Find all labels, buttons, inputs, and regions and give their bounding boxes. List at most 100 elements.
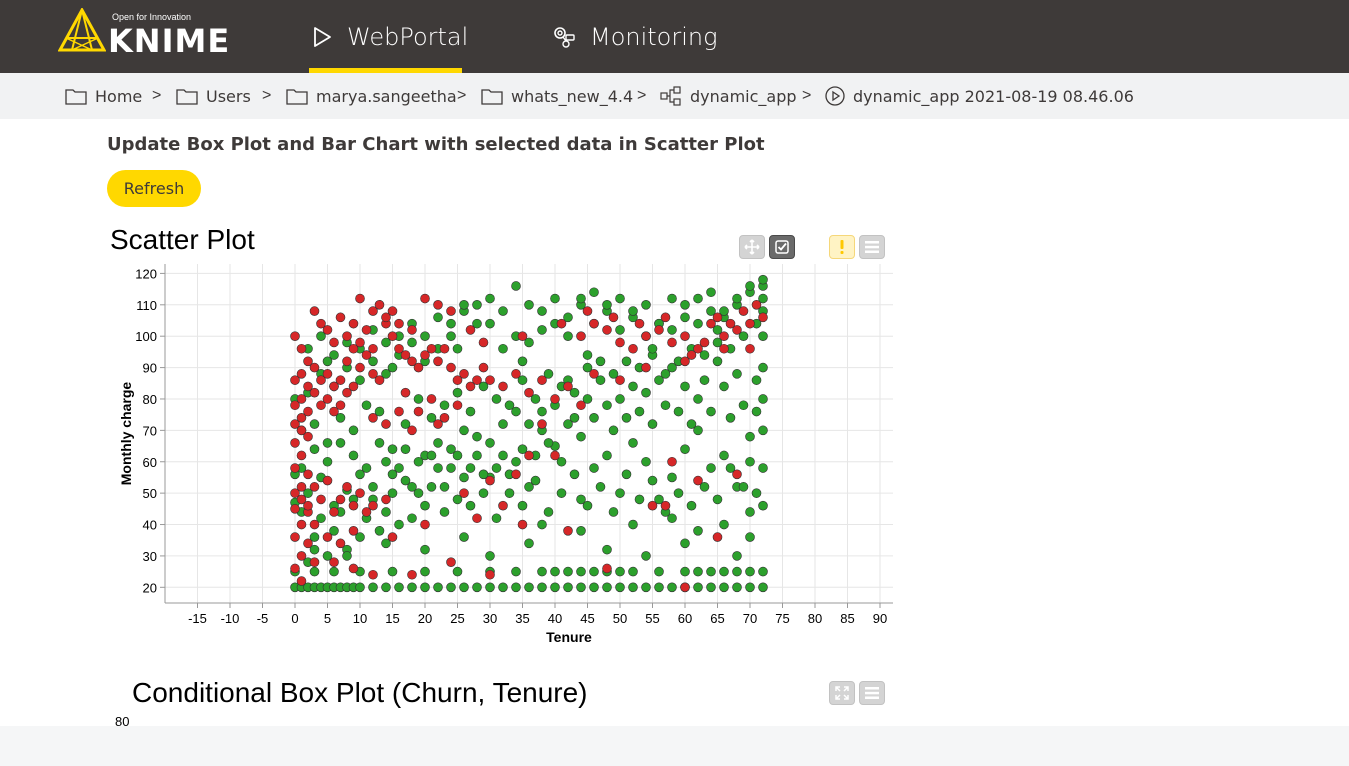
scatter-point[interactable] xyxy=(667,582,677,593)
scatter-point[interactable] xyxy=(381,337,391,348)
scatter-point[interactable] xyxy=(732,469,742,480)
scatter-point[interactable] xyxy=(407,513,417,524)
scatter-point[interactable] xyxy=(706,406,716,417)
scatter-point[interactable] xyxy=(563,566,573,577)
scatter-point[interactable] xyxy=(732,566,742,577)
scatter-point[interactable] xyxy=(654,325,664,335)
scatter-point[interactable] xyxy=(693,526,703,536)
scatter-point[interactable] xyxy=(654,494,664,505)
scatter-point[interactable] xyxy=(712,312,723,323)
scatter-point[interactable] xyxy=(329,557,339,567)
scatter-point[interactable] xyxy=(608,425,619,436)
scatter-point[interactable] xyxy=(537,419,547,429)
scatter-point[interactable] xyxy=(400,444,411,454)
scatter-point[interactable] xyxy=(420,293,430,304)
scatter-point[interactable] xyxy=(758,463,768,473)
scatter-point[interactable] xyxy=(290,532,300,542)
scatter-point[interactable] xyxy=(303,356,313,367)
scatter-point[interactable] xyxy=(745,318,755,329)
scatter-point[interactable] xyxy=(348,526,359,536)
breadcrumb-item-users[interactable]: Users xyxy=(176,73,251,119)
refresh-button[interactable]: Refresh xyxy=(107,170,201,207)
scatter-point[interactable] xyxy=(407,425,417,436)
scatter-point[interactable] xyxy=(361,463,372,473)
scatter-point[interactable] xyxy=(576,494,586,505)
scatter-point[interactable] xyxy=(381,456,391,467)
scatter-point[interactable] xyxy=(426,413,437,423)
scatter-point[interactable] xyxy=(459,300,469,310)
scatter-point[interactable] xyxy=(459,425,469,436)
scatter-point[interactable] xyxy=(446,331,456,341)
scatter-point[interactable] xyxy=(309,387,320,398)
scatter-point[interactable] xyxy=(485,551,495,561)
scatter-point[interactable] xyxy=(608,369,619,379)
scatter-point[interactable] xyxy=(491,394,502,404)
scatter-point[interactable] xyxy=(290,488,300,498)
scatter-point[interactable] xyxy=(751,300,762,310)
scatter-point[interactable] xyxy=(569,387,580,398)
scatter-point[interactable] xyxy=(621,356,632,367)
scatter-point[interactable] xyxy=(465,381,476,392)
scatter-point[interactable] xyxy=(485,293,495,304)
scatter-point[interactable] xyxy=(296,394,307,404)
scatter-point[interactable] xyxy=(413,394,424,404)
scatter-point[interactable] xyxy=(699,350,710,360)
scatter-point[interactable] xyxy=(381,369,391,379)
scatter-point[interactable] xyxy=(576,582,586,593)
scatter-point[interactable] xyxy=(667,337,677,348)
scatter-point[interactable] xyxy=(680,312,690,323)
scatter-point[interactable] xyxy=(426,482,437,492)
scatter-point[interactable] xyxy=(381,582,391,593)
scatter-point[interactable] xyxy=(446,318,456,329)
scatter-point[interactable] xyxy=(745,566,755,577)
breadcrumb-item-job[interactable]: dynamic_app 2021-08-19 08.46.06 xyxy=(825,73,1134,119)
scatter-point[interactable] xyxy=(680,356,690,367)
scatter-point[interactable] xyxy=(387,469,398,480)
scatter-point[interactable] xyxy=(407,325,417,335)
scatter-point[interactable] xyxy=(732,293,742,304)
scatter-point[interactable] xyxy=(530,475,541,486)
scatter-point[interactable] xyxy=(329,406,339,417)
scatter-point[interactable] xyxy=(303,538,313,549)
scatter-point[interactable] xyxy=(335,375,346,385)
scatter-point[interactable] xyxy=(699,482,710,492)
scatter-point[interactable] xyxy=(751,375,762,385)
scatter-point[interactable] xyxy=(316,513,326,524)
scatter-point[interactable] xyxy=(439,413,450,423)
scatter-point[interactable] xyxy=(413,406,424,417)
scatter-point[interactable] xyxy=(602,544,612,555)
scatter-point[interactable] xyxy=(348,425,359,436)
scatter-point[interactable] xyxy=(335,312,346,323)
scatter-point[interactable] xyxy=(680,300,690,310)
scatter-point[interactable] xyxy=(420,519,430,530)
scatter-point[interactable] xyxy=(524,538,534,549)
scatter-point[interactable] xyxy=(706,463,716,473)
scatter-chart[interactable]: -15 -10 -5 0 5 10 15 20 25 30 35 40 45 50 55 60 65 70 75 80… xyxy=(105,258,905,653)
scatter-point[interactable] xyxy=(381,494,391,505)
scatter-point[interactable] xyxy=(498,381,508,392)
scatter-point[interactable] xyxy=(589,566,599,577)
scatter-point[interactable] xyxy=(602,300,612,310)
scatter-point[interactable] xyxy=(719,450,729,461)
scatter-point[interactable] xyxy=(706,318,716,329)
breadcrumb-item-user-folder[interactable]: marya.sangeetha xyxy=(286,73,457,119)
scatter-point[interactable] xyxy=(524,482,534,492)
scatter-point[interactable] xyxy=(322,456,333,467)
scatter-point[interactable] xyxy=(478,362,489,373)
scatter-point[interactable] xyxy=(628,381,638,392)
scatter-point[interactable] xyxy=(647,500,658,511)
scatter-point[interactable] xyxy=(491,463,502,473)
scatter-point[interactable] xyxy=(582,362,593,373)
scatter-point[interactable] xyxy=(290,375,300,385)
scatter-point[interactable] xyxy=(537,582,547,593)
scatter-point[interactable] xyxy=(303,488,313,498)
scatter-point[interactable] xyxy=(472,300,482,310)
scatter-point[interactable] xyxy=(329,566,339,577)
scatter-point[interactable] xyxy=(576,400,586,411)
scatter-point[interactable] xyxy=(569,469,580,480)
scatter-point[interactable] xyxy=(322,356,333,367)
scatter-point[interactable] xyxy=(309,519,320,530)
scatter-point[interactable] xyxy=(556,456,567,467)
scatter-point[interactable] xyxy=(290,400,300,411)
scatter-point[interactable] xyxy=(472,375,482,385)
